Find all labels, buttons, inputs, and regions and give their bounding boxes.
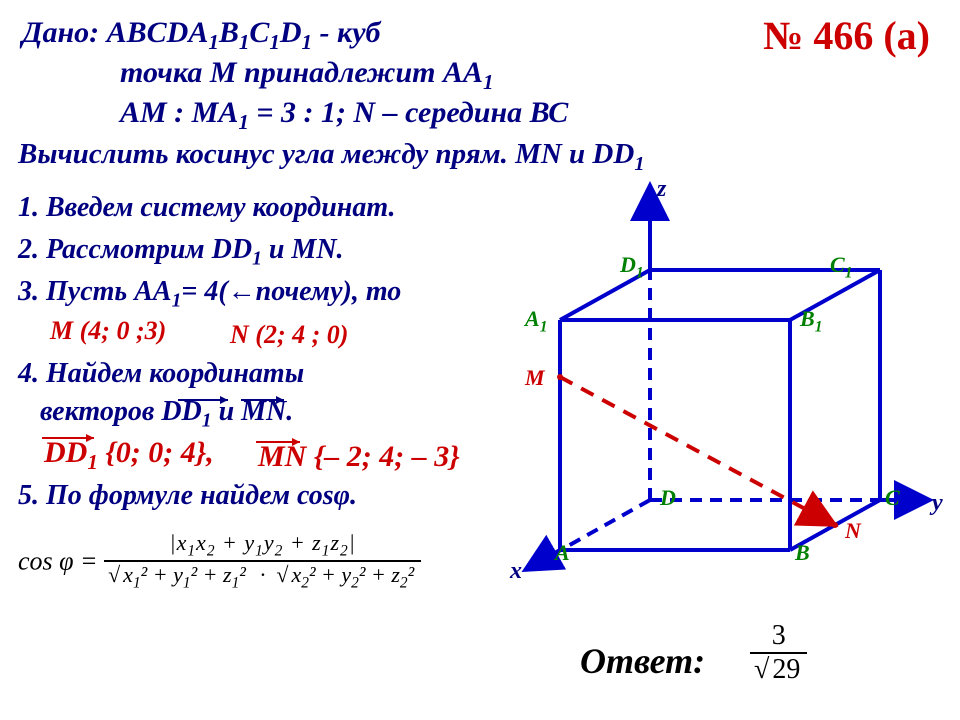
lbl-A1: A1 — [525, 306, 547, 336]
step3: 3. Пусть АА1= 4(←почему), то — [18, 276, 401, 313]
txt: N — [230, 320, 249, 349]
txt: и MN. — [262, 234, 344, 265]
lbl-B1: B1 — [800, 306, 822, 336]
step5: 5. По формуле найдем соsφ. — [18, 480, 357, 512]
txt: {0; 0; 4}, — [98, 436, 214, 469]
vec-arrow-mn — [256, 434, 306, 448]
txt: = 3 : 1; N – середина ВС — [249, 96, 568, 129]
lbl-z: z — [657, 176, 666, 203]
coord-n: N (2; 4 ; 0) — [230, 320, 348, 350]
step2: 2. Рассмотрим DD1 и MN. — [18, 234, 344, 271]
given-line1: Дано: ABCDA1B1C1D1 - куб — [22, 16, 381, 55]
given-line2: точка М принадлежит АА1 — [120, 56, 494, 95]
lbl-M: M — [525, 365, 545, 391]
given-line3: АМ : МА1 = 3 : 1; N – середина ВС — [120, 96, 568, 135]
lbl-C: C — [885, 485, 900, 511]
txt: Дано: ABCDA — [22, 16, 208, 49]
vec-arrows-step4 — [178, 390, 298, 408]
lbl-x: x — [510, 558, 522, 585]
txt: (2; 4 ; 0) — [255, 320, 348, 349]
txt: М — [50, 316, 73, 345]
lbl-D1: D1 — [620, 252, 644, 282]
txt: D — [280, 16, 302, 49]
txt: cos φ = — [18, 546, 98, 575]
vec-arrow-dd1 — [42, 430, 102, 444]
lbl-B: B — [795, 540, 810, 566]
lbl-A: A — [555, 540, 570, 566]
lbl-D: D — [660, 485, 676, 511]
txt: = 4(←почему), то — [181, 276, 401, 307]
cube-diagram — [470, 170, 950, 640]
lbl-N: N — [845, 518, 861, 544]
txt: (4; 0 ;3) — [80, 316, 167, 345]
txt: точка М принадлежит АА — [120, 56, 483, 89]
lbl-y: y — [932, 490, 943, 517]
lbl-C1: C1 — [830, 252, 852, 282]
step1: 1. Введем систему координат. — [18, 192, 395, 224]
txt: B — [219, 16, 239, 49]
txt: Вычислить косинус угла между прям. МN и … — [18, 138, 634, 170]
answer-label: Ответ: — [580, 640, 705, 682]
txt: C — [249, 16, 269, 49]
task-number: № 466 (а) — [763, 12, 930, 59]
txt: – 2; 4; – 3} — [324, 440, 459, 473]
coord-m: М (4; 0 ;3) — [50, 316, 166, 346]
step4: 4. Найдем координаты — [18, 358, 304, 390]
txt: - куб — [312, 16, 380, 49]
txt: 3. Пусть АА — [18, 276, 172, 307]
txt: 2. Рассмотрим DD — [18, 234, 252, 265]
txt: АМ : МА — [120, 96, 238, 129]
formula: cos φ = |x1x2 + y1y2 + z1z2| x1² + y1² +… — [18, 530, 421, 593]
ans-den: 29 — [769, 652, 803, 685]
